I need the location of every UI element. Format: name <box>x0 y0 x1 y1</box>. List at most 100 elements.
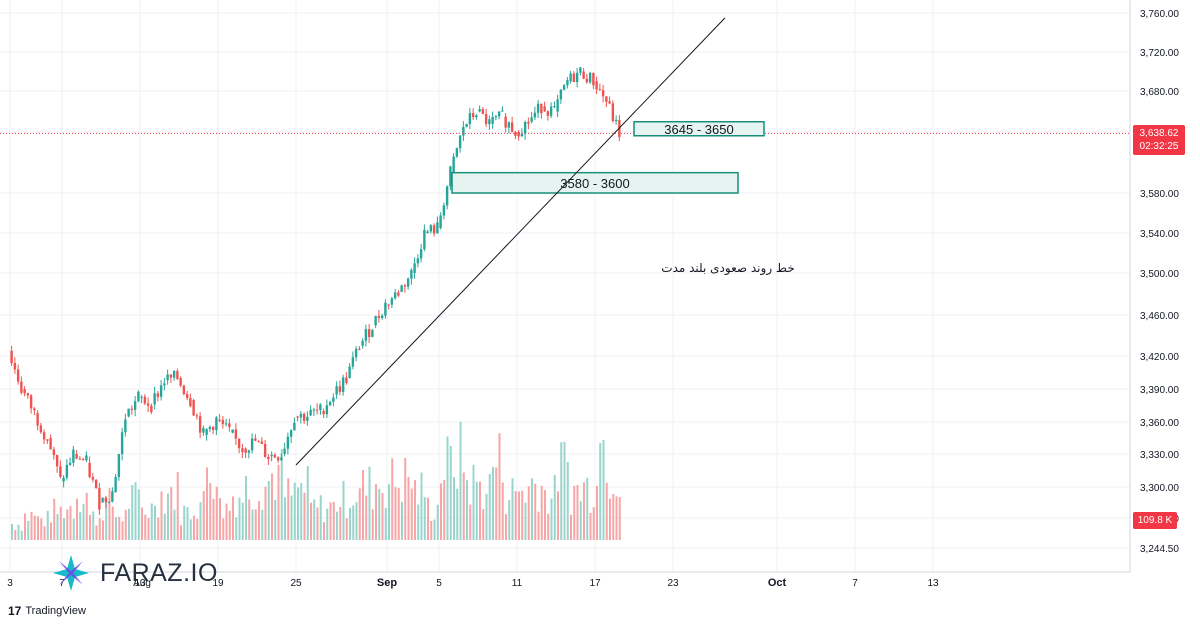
candle-body <box>458 135 462 149</box>
y-tick-label: 3,540.00 <box>1140 229 1179 240</box>
volume-bar <box>141 507 143 540</box>
volume-bar <box>518 491 520 540</box>
volume-bar <box>566 461 569 540</box>
volume-bar <box>40 518 43 540</box>
volume-bar <box>303 492 306 540</box>
candle-body <box>338 386 342 392</box>
volume-bar <box>498 433 501 540</box>
candle-body <box>62 477 65 482</box>
candle-body <box>481 109 485 115</box>
volume-bar <box>358 488 361 540</box>
x-tick-label: 17 <box>589 578 601 589</box>
candle-body <box>114 477 117 493</box>
volume-bar <box>501 482 504 540</box>
volume-bar <box>228 510 231 540</box>
candle-body <box>566 80 569 86</box>
candle-body <box>605 96 608 102</box>
volume-bar <box>485 493 488 540</box>
volume-bar <box>131 484 134 540</box>
y-tick-label: 3,330.00 <box>1140 450 1179 461</box>
volume-bar <box>147 517 150 540</box>
volume-bar <box>362 469 364 540</box>
volume-bar <box>615 496 618 540</box>
candle-body <box>36 413 39 426</box>
x-tick-label: 23 <box>667 578 679 589</box>
volume-bar <box>66 509 69 540</box>
volume-label: 109.8 K <box>1133 512 1177 529</box>
candle-body <box>468 113 472 125</box>
candle-body <box>273 454 277 458</box>
volume-bar <box>488 473 491 540</box>
volume-bar <box>339 506 342 540</box>
candle-body <box>527 121 530 124</box>
volume-bar <box>407 477 410 540</box>
candle-body <box>289 430 293 437</box>
candle-body <box>130 408 134 410</box>
volume-bar <box>163 513 166 540</box>
candle-body <box>387 304 390 306</box>
candle-body <box>276 457 280 461</box>
volume-bar <box>446 436 449 540</box>
candle-body <box>449 166 452 187</box>
volume-bar <box>27 520 30 540</box>
candle-body <box>423 229 426 250</box>
candle-body <box>13 363 17 370</box>
candle-body <box>81 459 85 461</box>
candle-body <box>117 454 121 478</box>
y-tick-label: 3,760.00 <box>1140 9 1179 20</box>
volume-bar <box>336 511 338 540</box>
tradingview-brand[interactable]: 17 TradingView <box>8 604 86 618</box>
volume-bar <box>316 507 319 540</box>
candle-body <box>215 417 218 431</box>
candle-body <box>16 369 20 382</box>
candle-body <box>348 366 351 378</box>
volume-bar <box>284 497 286 540</box>
candle-body <box>55 455 59 467</box>
countdown: 02:32:25 <box>1139 141 1179 153</box>
volume-bar <box>469 504 472 540</box>
candle-body <box>98 488 101 510</box>
candle-body <box>328 401 332 406</box>
candle-body <box>202 428 205 433</box>
candle-body <box>296 416 299 418</box>
volume-bar <box>277 464 280 540</box>
candle-body <box>582 71 585 79</box>
candle-body <box>393 292 397 299</box>
candle-body <box>611 103 615 122</box>
tradingview-text: TradingView <box>25 605 86 617</box>
logo-text: FARAZ.IO <box>100 558 218 587</box>
candle-body <box>319 404 322 410</box>
volume-bar <box>150 503 153 540</box>
candle-body <box>260 441 264 444</box>
volume-bar <box>215 486 218 540</box>
volume-bar <box>537 511 540 540</box>
candle-body <box>26 393 30 396</box>
candle-body <box>588 72 592 83</box>
candle-body <box>146 403 150 406</box>
candle-body <box>536 103 540 113</box>
candle-body <box>569 73 572 82</box>
candle-body <box>494 116 498 118</box>
candle-body <box>546 111 550 116</box>
candle-body <box>540 103 543 114</box>
volume-bar <box>527 486 530 540</box>
volume-bar <box>111 506 114 540</box>
volume-bar <box>388 484 390 540</box>
volume-bar <box>251 509 254 540</box>
candle-body <box>75 454 78 459</box>
volume-bar <box>573 485 576 540</box>
candle-body <box>335 386 338 395</box>
candle-body <box>556 99 559 112</box>
candle-body <box>124 419 127 433</box>
volume-bar <box>144 514 147 540</box>
volume-bar <box>300 482 303 540</box>
volume-bar <box>329 502 332 540</box>
candle-body <box>192 400 195 416</box>
volume-bar <box>219 498 221 540</box>
volume-bar <box>306 466 309 540</box>
candle-body <box>598 89 602 91</box>
candle-body <box>137 391 140 402</box>
candle-body <box>306 416 309 421</box>
volume-bar <box>427 497 429 540</box>
